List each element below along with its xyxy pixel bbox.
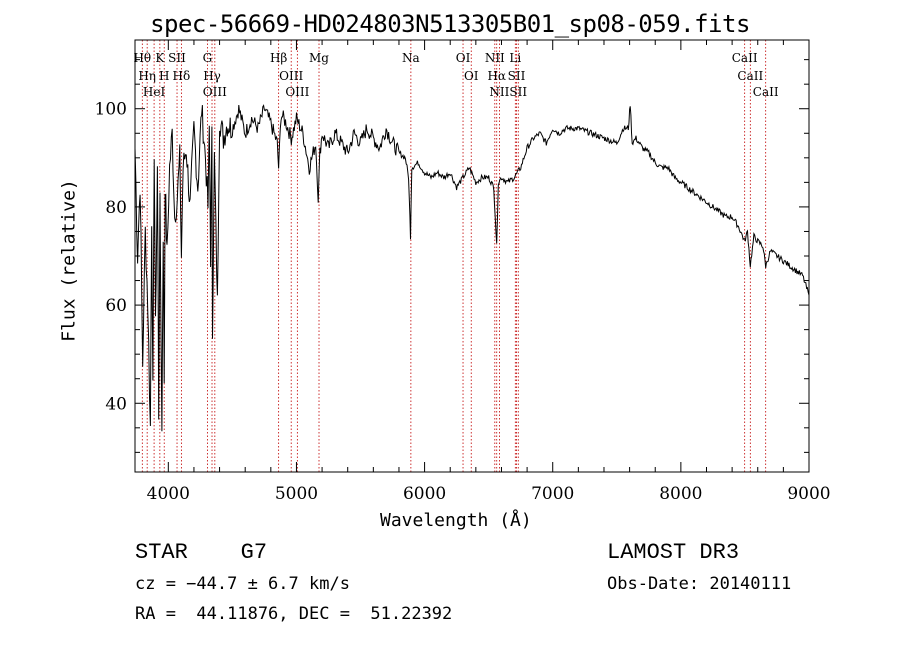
x-tick-label: 7000 [531,484,574,504]
y-tick-label: 40 [105,394,127,414]
chart-title: spec-56669-HD024803N513305B01_sp08-059.f… [150,10,750,38]
y-axis: 40 60 80 100 [95,59,809,453]
line-marker-label: CaII [753,85,779,99]
line-marker-label: K [155,51,165,65]
line-marker-label: NII [485,51,505,65]
y-tick-label: 60 [105,296,127,316]
y-tick-label: 100 [95,100,127,120]
x-tick-label: 4000 [147,484,190,504]
spectrum-line [134,104,810,432]
line-marker-label: G [203,51,213,65]
x-tick-label: 5000 [275,484,318,504]
redshift-label: cz = −44.7 ± 6.7 km/s [135,574,350,594]
line-marker-label: OIII [285,85,309,99]
line-marker-label: Hβ [270,51,287,65]
line-marker-label: SII [509,85,527,99]
spectral-class-label: STAR G7 [135,540,268,565]
ra-dec-label: RA = 44.11876, DEC = 51.22392 [135,604,453,624]
x-tick-label: 6000 [403,484,446,504]
y-axis-label: Flux (relative) [58,179,80,342]
x-axis-label: Wavelength (Å) [380,510,532,531]
line-marker-label: CaII [732,51,758,65]
line-marker-label: OIII [203,85,227,99]
line-marker-label: SII [508,69,526,83]
line-marker-label: Na [402,51,420,65]
line-marker-label: Hη [138,69,156,83]
line-marker-label: Hγ [203,69,221,83]
line-marker-label: Hα [487,69,506,83]
line-marker-label: NII [489,85,509,99]
x-axis: 4000 5000 6000 7000 8000 9000 [147,40,831,504]
obs-date-label: Obs-Date: 20140111 [607,574,792,594]
line-marker-label: SII [168,51,186,65]
line-marker-labels: Hθ Hη HeI KH SII Hδ G Hγ OIII Hβ OIII OIII Mg Na OI OI N… [133,51,778,99]
line-marker-label: Hδ [173,69,191,83]
line-marker-label: OI [456,51,471,65]
line-marker-label: HeI [143,85,166,99]
line-marker-label: OIII [279,69,303,83]
line-marker-label: OI [464,69,479,83]
data-release-label: LAMOST DR3 [607,540,740,565]
line-marker-label: Mg [309,51,329,65]
line-marker-label: Li [509,51,521,65]
spectrum-series [134,104,810,432]
line-marker-label: Hθ [133,51,151,65]
y-tick-label: 80 [105,198,127,218]
line-markers [141,40,767,472]
x-tick-label: 8000 [659,484,702,504]
line-marker-label: H [159,69,169,83]
x-tick-label: 9000 [787,484,830,504]
line-marker-label: CaII [737,69,763,83]
plot-frame [134,39,810,473]
